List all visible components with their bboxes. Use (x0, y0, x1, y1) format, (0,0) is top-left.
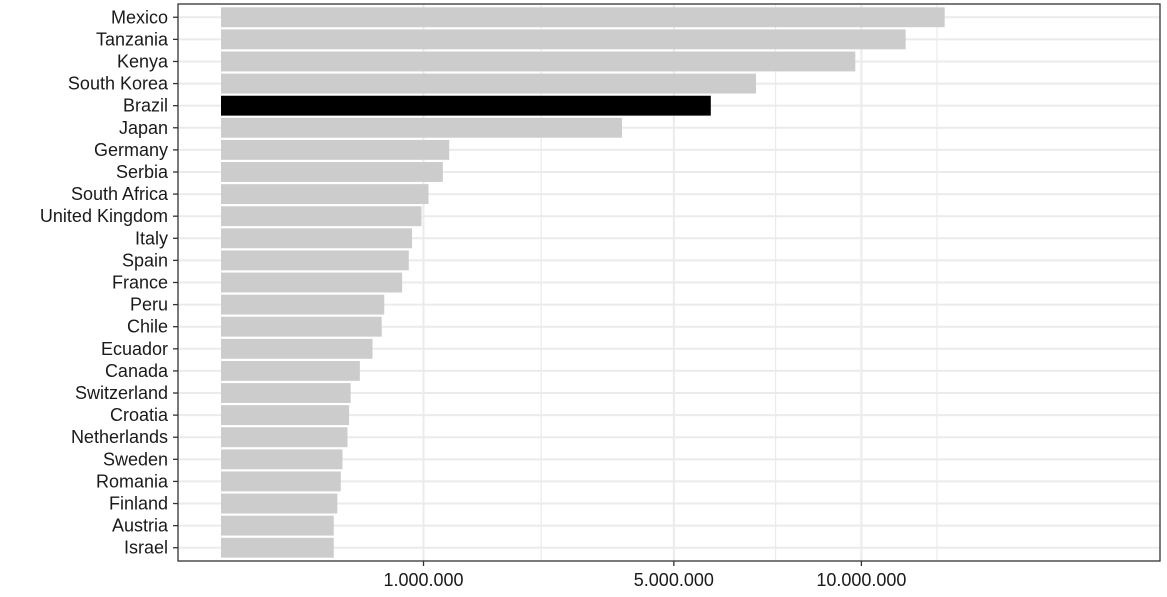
bar-finland (221, 493, 338, 514)
bar-brazil (221, 95, 711, 116)
y-tick-label: Finland (109, 494, 168, 514)
bar-ecuador (221, 338, 373, 359)
bar-canada (221, 360, 360, 381)
y-tick-label: Brazil (123, 96, 168, 116)
bar-italy (221, 228, 413, 249)
bar-austria (221, 515, 334, 536)
y-tick-label: Chile (127, 317, 168, 337)
y-tick-label: Italy (135, 228, 168, 248)
bar-netherlands (221, 427, 348, 448)
bar-serbia (221, 162, 443, 182)
bar-sweden (221, 449, 343, 470)
y-tick-label: Canada (105, 361, 169, 381)
y-tick-label: Kenya (117, 51, 169, 71)
y-tick-label: France (112, 273, 168, 293)
bar-united-kingdom (221, 206, 422, 227)
y-tick-label: Romania (96, 471, 169, 491)
bar-spain (221, 250, 409, 271)
y-tick-label: United Kingdom (40, 206, 168, 226)
x-tick-label: 5.000.000 (634, 570, 714, 590)
y-tick-label: Israel (124, 538, 168, 558)
bar-tanzania (221, 29, 906, 50)
bar-south-africa (221, 184, 429, 205)
y-tick-label: Spain (122, 250, 168, 270)
x-axis: 1.000.000 5.000.000 10.000.000 (383, 561, 906, 590)
bar-japan (221, 117, 622, 138)
y-tick-label: Tanzania (96, 29, 169, 49)
bar-germany (221, 139, 450, 160)
bars (221, 7, 945, 558)
bar-south-korea (221, 73, 757, 94)
y-tick-label: Netherlands (71, 427, 168, 447)
y-tick-label: Japan (119, 118, 168, 138)
y-tick-label: Serbia (116, 162, 169, 182)
bar-mexico (221, 7, 945, 28)
y-tick-label: South Korea (68, 74, 169, 94)
bar-romania (221, 471, 341, 492)
y-tick-label: Mexico (111, 7, 168, 27)
bar-peru (221, 294, 385, 315)
y-tick-label: Peru (130, 295, 168, 315)
bar-france (221, 272, 403, 293)
y-tick-label: Switzerland (75, 383, 168, 403)
x-tick-label: 1.000.000 (383, 570, 463, 590)
bar-kenya (221, 51, 856, 72)
x-tick-label: 10.000.000 (816, 570, 906, 590)
y-tick-label: Sweden (103, 449, 168, 469)
y-tick-label: South Africa (71, 184, 169, 204)
bar-israel (221, 537, 334, 558)
y-tick-label: Ecuador (101, 339, 168, 359)
bar-switzerland (221, 383, 351, 403)
y-tick-label: Croatia (110, 405, 169, 425)
bar-croatia (221, 405, 350, 426)
bar-chile (221, 316, 382, 337)
y-tick-label: Austria (112, 516, 169, 536)
y-tick-label: Germany (94, 140, 168, 160)
